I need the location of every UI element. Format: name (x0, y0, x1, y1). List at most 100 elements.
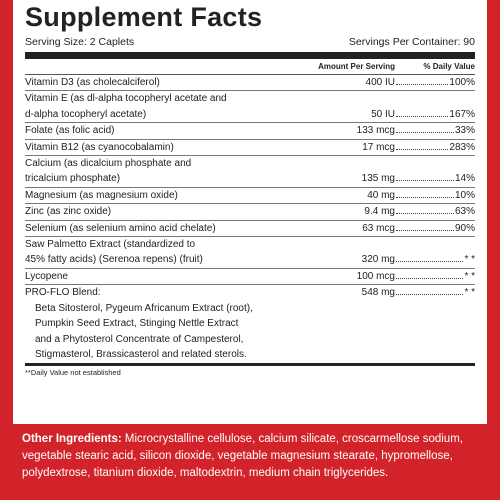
nutrient-name: Saw Palmetto Extract (standardized to 45%… (25, 237, 303, 268)
nutrient-row: Zinc (as zinc oxide) 9.4 mg 63% (25, 204, 475, 221)
daily-value-cell: 63% (395, 204, 475, 219)
nutrient-row: Vitamin D3 (as cholecalciferol) 400 IU 100… (25, 75, 475, 92)
daily-value-cell: 90% (395, 221, 475, 236)
blend-components: Beta Sitosterol, Pygeum Africanum Extrac… (25, 301, 475, 363)
dv-header: % Daily Value (423, 62, 475, 71)
nutrient-name: Folate (as folic acid) (25, 123, 303, 138)
rows: Vitamin D3 (as cholecalciferol) 400 IU 100… (25, 75, 475, 362)
leader (396, 196, 454, 198)
name-line: Selenium (as selenium amino acid chelate… (25, 222, 216, 234)
serving-size: Serving Size: 2 Caplets (25, 36, 135, 48)
name-line: Calcium (as dicalcium phosphate and (25, 158, 192, 170)
daily-value-cell: 33% (395, 123, 475, 138)
amount: 40 mg (367, 189, 395, 201)
daily-value: * * (464, 287, 475, 299)
daily-value-cell: 167% (395, 107, 475, 122)
amount-header: Amount Per Serving (318, 62, 395, 71)
column-header: Amount Per Serving % Daily Value (25, 59, 475, 75)
nutrient-name: Lycopene (25, 269, 303, 284)
nutrient-row: Vitamin B12 (as cyanocobalamin) 17 mcg 283… (25, 140, 475, 157)
daily-value: 63% (454, 206, 475, 218)
amount: 135 mg (361, 173, 395, 185)
leader (396, 132, 454, 134)
name-line: Folate (as folic acid) (25, 125, 115, 137)
name-line: 45% fatty acids) (Serenoa repens) (fruit… (25, 254, 203, 266)
component-line: Beta Sitosterol, Pygeum Africanum Extrac… (35, 302, 253, 314)
amount: 133 mcg (356, 125, 395, 137)
daily-value-cell: * * (395, 285, 475, 300)
nutrient-name: Magnesium (as magnesium oxide) (25, 188, 303, 203)
nutrient-row: Magnesium (as magnesium oxide) 40 mg 10% (25, 188, 475, 205)
leader (396, 261, 464, 263)
nutrient-name: Vitamin B12 (as cyanocobalamin) (25, 140, 303, 155)
nutrient-row: Selenium (as selenium amino acid chelate… (25, 221, 475, 238)
leader (396, 148, 449, 150)
servings-per-container: Servings Per Container: 90 (348, 36, 475, 48)
daily-value: 90% (454, 222, 475, 234)
nutrient-name: Selenium (as selenium amino acid chelate… (25, 221, 303, 236)
other-ingredients: Other Ingredients: Microcrystalline cell… (22, 431, 482, 482)
daily-value: * * (464, 270, 475, 282)
daily-value-cell: 100% (395, 75, 475, 90)
daily-value: 283% (449, 141, 475, 153)
daily-value: 167% (449, 108, 475, 120)
divider (25, 363, 475, 367)
name-line: Vitamin D3 (as cholecalciferol) (25, 77, 160, 88)
daily-value: 14% (454, 173, 475, 185)
daily-value-cell: * * (395, 269, 475, 284)
name-line: Zinc (as zinc oxide) (25, 206, 112, 218)
blend-row: PRO-FLO Blend: 548 mg * * Beta Sitosterol, … (25, 285, 475, 362)
name-line: Lycopene (25, 270, 68, 282)
component-line: Pumpkin Seed Extract, Stinging Nettle Ex… (35, 318, 239, 330)
amount: 548 mg (361, 287, 395, 299)
daily-value: 100% (449, 77, 475, 88)
daily-value-cell: 14% (395, 171, 475, 186)
amount: 50 IU (371, 108, 395, 120)
leader (396, 115, 449, 117)
daily-value-cell: 283% (395, 140, 475, 155)
name-line: Vitamin B12 (as cyanocobalamin) (25, 141, 174, 153)
daily-value: 33% (454, 125, 475, 137)
facts-panel: Supplement Facts Serving Size: 2 Caplets… (13, 0, 487, 424)
name-line: Magnesium (as magnesium oxide) (25, 189, 178, 201)
amount: 400 IU (365, 77, 395, 88)
divider (25, 52, 475, 59)
nutrient-name: Zinc (as zinc oxide) (25, 204, 303, 219)
name-line: Vitamin E (as dl-alpha tocopheryl acetat… (25, 93, 227, 105)
daily-value: 10% (454, 189, 475, 201)
amount: 17 mcg (362, 141, 395, 153)
leader (396, 84, 449, 85)
nutrient-row: Folate (as folic acid) 133 mcg 33% (25, 123, 475, 140)
nutrient-name: Vitamin D3 (as cholecalciferol) (25, 75, 303, 90)
other-label: Other Ingredients: (22, 433, 122, 445)
nutrient-row: Lycopene 100 mcg * * (25, 269, 475, 286)
nutrient-name: Calcium (as dicalcium phosphate and trica… (25, 156, 303, 187)
title: Supplement Facts (25, 2, 263, 32)
leader (396, 277, 464, 279)
other-text: Microcrystalline cellulose, calcium sili… (22, 433, 463, 479)
amount: 100 mcg (356, 270, 395, 282)
leader (396, 229, 454, 231)
component-line: and a Phytosterol Concentrate of Campest… (35, 333, 244, 345)
name-line: d-alpha tocopheryl acetate) (25, 108, 147, 120)
serving-line: Serving Size: 2 Caplets Servings Per Con… (25, 34, 475, 50)
nutrient-row: Saw Palmetto Extract (standardized to 45%… (25, 237, 475, 269)
amount: 9.4 mg (364, 206, 395, 218)
nutrient-row: Vitamin E (as dl-alpha tocopheryl acetat… (25, 91, 475, 124)
daily-value-cell: 10% (395, 188, 475, 203)
amount: 63 mcg (362, 222, 395, 234)
daily-value-cell: * * (395, 252, 475, 267)
leader (396, 213, 454, 215)
leader (396, 180, 454, 182)
name-line: tricalcium phosphate) (25, 173, 121, 185)
footnote: **Daily Value not established (25, 368, 121, 378)
daily-value: * * (464, 254, 475, 266)
leader (396, 294, 464, 296)
nutrient-row: Calcium (as dicalcium phosphate and trica… (25, 156, 475, 188)
amount: 320 mg (361, 254, 395, 266)
nutrient-name: Vitamin E (as dl-alpha tocopheryl acetat… (25, 91, 303, 122)
component-line: Stigmasterol, Brassicasterol and related… (35, 348, 247, 360)
name-line: Saw Palmetto Extract (standardized to (25, 239, 196, 251)
name-line: PRO-FLO Blend: (25, 287, 101, 299)
